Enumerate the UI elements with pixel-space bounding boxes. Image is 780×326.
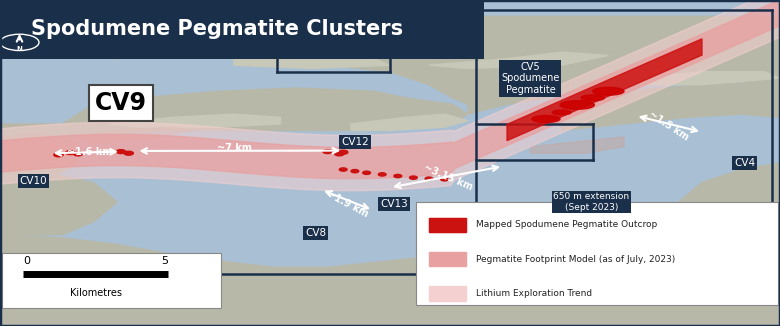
Polygon shape — [0, 137, 78, 176]
Circle shape — [378, 173, 386, 176]
Circle shape — [339, 150, 348, 154]
Text: ~3.15 km: ~3.15 km — [423, 163, 474, 192]
Polygon shape — [0, 42, 172, 59]
Text: Mapped Spodumene Pegmatite Outcrop: Mapped Spodumene Pegmatite Outcrop — [476, 220, 657, 230]
Text: 5: 5 — [161, 256, 168, 266]
Ellipse shape — [532, 115, 560, 123]
Polygon shape — [663, 163, 780, 228]
Circle shape — [425, 177, 433, 180]
Text: 0: 0 — [23, 256, 30, 266]
Circle shape — [351, 170, 359, 173]
Polygon shape — [640, 72, 780, 85]
Bar — [429, 218, 466, 232]
Text: ~1.5 km: ~1.5 km — [647, 109, 690, 142]
Text: ~7 km: ~7 km — [217, 143, 251, 153]
Bar — [429, 218, 466, 232]
Circle shape — [323, 150, 332, 154]
Polygon shape — [234, 55, 390, 68]
Circle shape — [410, 176, 417, 179]
Text: ~1.9 km: ~1.9 km — [324, 189, 370, 219]
Polygon shape — [507, 39, 702, 141]
Polygon shape — [0, 88, 468, 137]
Circle shape — [116, 150, 126, 154]
Text: CV10: CV10 — [20, 176, 48, 186]
Ellipse shape — [552, 110, 571, 115]
Text: N: N — [16, 46, 23, 52]
Text: CV5
Spodumene
Pegmatite: CV5 Spodumene Pegmatite — [502, 62, 559, 95]
Polygon shape — [0, 134, 78, 163]
Ellipse shape — [560, 101, 594, 109]
Bar — [429, 286, 466, 301]
Polygon shape — [562, 82, 780, 130]
Polygon shape — [109, 114, 281, 127]
Polygon shape — [0, 176, 117, 235]
Text: CV9: CV9 — [95, 91, 147, 115]
Ellipse shape — [593, 87, 624, 95]
FancyBboxPatch shape — [2, 253, 221, 308]
Circle shape — [66, 151, 75, 155]
Bar — [429, 252, 466, 266]
Text: CV8: CV8 — [305, 228, 327, 238]
Circle shape — [394, 174, 402, 178]
Text: Kilometres: Kilometres — [69, 289, 122, 298]
Circle shape — [54, 153, 63, 157]
FancyBboxPatch shape — [416, 202, 778, 305]
Text: Spodumene Pegmatite Clusters: Spodumene Pegmatite Clusters — [31, 19, 403, 39]
Text: CV12: CV12 — [341, 137, 369, 147]
Circle shape — [335, 152, 344, 156]
Text: Pegmatite Footprint Model (as of July, 2023): Pegmatite Footprint Model (as of July, 2… — [476, 255, 675, 264]
Circle shape — [124, 151, 133, 155]
Circle shape — [441, 178, 448, 181]
Ellipse shape — [581, 95, 604, 101]
Polygon shape — [0, 16, 780, 114]
Polygon shape — [429, 52, 608, 68]
Polygon shape — [0, 0, 780, 191]
Text: 650 m extension
(Sept 2023): 650 m extension (Sept 2023) — [553, 192, 629, 212]
Polygon shape — [0, 0, 780, 179]
Circle shape — [363, 171, 370, 174]
Circle shape — [339, 168, 347, 171]
Circle shape — [73, 152, 83, 156]
FancyBboxPatch shape — [0, 0, 484, 59]
Polygon shape — [78, 127, 195, 143]
Polygon shape — [530, 137, 624, 153]
Text: CV4: CV4 — [734, 158, 756, 168]
Text: ~1.6 km: ~1.6 km — [67, 147, 112, 156]
Text: CV13: CV13 — [380, 199, 408, 209]
Polygon shape — [0, 222, 780, 326]
Polygon shape — [351, 114, 468, 130]
Text: Lithium Exploration Trend: Lithium Exploration Trend — [476, 289, 592, 298]
